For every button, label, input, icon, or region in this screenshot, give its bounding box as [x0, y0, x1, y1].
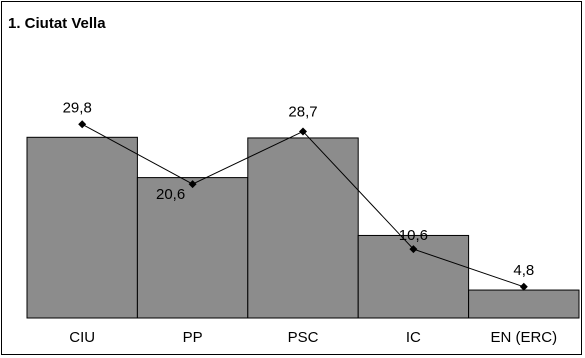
- x-tick-label-2: PP: [183, 329, 203, 346]
- data-label-1: 29,8: [63, 99, 92, 116]
- bar-ciu: [26, 136, 138, 319]
- bar-en-erc: [468, 289, 580, 319]
- chart-title: 1. Ciutat Vella: [8, 15, 106, 32]
- line-marker-2: [188, 180, 197, 189]
- line-marker-4: [409, 245, 418, 254]
- line-marker-5: [519, 282, 528, 291]
- data-label-2: 20,6: [156, 186, 185, 203]
- x-tick-label-4: IC: [406, 329, 421, 346]
- x-tick-label-3: PSC: [288, 329, 319, 346]
- x-tick-label-5: EN (ERC): [490, 329, 557, 346]
- bar-pp: [136, 177, 249, 319]
- data-label-5: 4,8: [513, 262, 534, 279]
- x-tick-label-1: CIU: [69, 329, 95, 346]
- data-label-4: 10,6: [399, 227, 428, 244]
- data-label-3: 28,7: [288, 103, 317, 120]
- bar-psc: [247, 137, 359, 319]
- line-marker-1: [78, 120, 87, 129]
- line-marker-3: [299, 127, 307, 136]
